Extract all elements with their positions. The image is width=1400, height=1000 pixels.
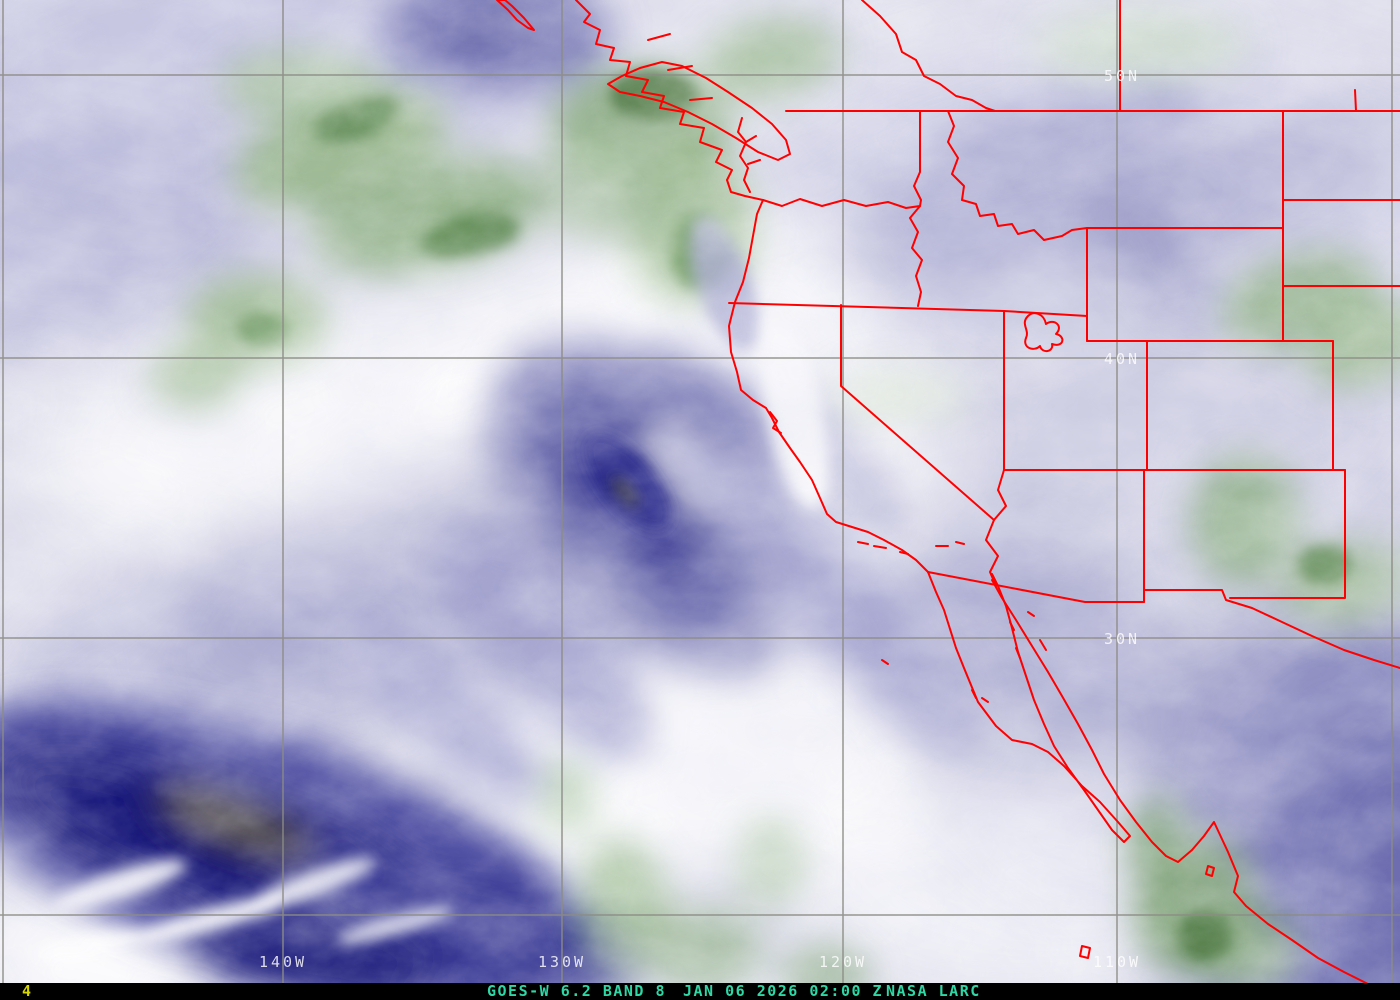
mexico-mainland-coastline	[991, 579, 1391, 999]
nm-east-border	[1229, 469, 1346, 599]
great-salt-lake-outline	[1023, 312, 1064, 352]
saskatchewan-manitoba-border	[1354, 89, 1357, 112]
us-mexico-border	[927, 571, 1400, 669]
vancouver-island-outline	[607, 61, 791, 161]
bc-fjord-inlets	[647, 33, 713, 101]
bc-coastline	[575, 0, 733, 181]
ca-nv-border	[840, 304, 995, 521]
gulf-of-california-islands	[1009, 611, 1047, 659]
latitude-label-50n: 50N	[1104, 67, 1140, 85]
product-label: GOES-W 6.2 BAND 8	[487, 982, 667, 1000]
pacific-coastline	[726, 179, 929, 573]
timestamp-label: JAN 06 2026 02:00 Z	[683, 982, 884, 1000]
san-francisco-bay-outline	[769, 411, 782, 434]
haida-gwaii-outline	[496, 0, 535, 31]
bc-alberta-border	[861, 0, 996, 112]
latitude-label-40n: 40N	[1104, 350, 1140, 368]
puget-sound-outline	[737, 117, 761, 193]
coordinate-labels: 50N 40N 30N 140W 130W 120W 110W	[259, 67, 1141, 971]
id-mt-border	[947, 110, 1088, 241]
caption-bar: 4 GOES-W 6.2 BAND 8 JAN 06 2026 02:00 Z …	[0, 983, 1400, 1000]
or-id-border	[909, 205, 923, 307]
longitude-label-130w: 130W	[538, 953, 586, 971]
longitude-label-140w: 140W	[259, 953, 307, 971]
longitude-label-120w: 120W	[819, 953, 867, 971]
wa-or-border	[762, 198, 921, 209]
map-boundaries	[496, 0, 1400, 999]
frame-number: 4	[22, 982, 33, 1000]
coastal-island-outline	[1205, 865, 1215, 877]
colorado-river-border	[985, 469, 1007, 587]
credit-label: NASA LARC	[886, 982, 981, 1000]
longitude-label-110w: 110W	[1093, 953, 1141, 971]
small-red-feature	[1079, 945, 1091, 959]
wa-id-border	[913, 110, 922, 207]
baja-california-outline	[927, 571, 1131, 843]
latitude-label-30n: 30N	[1104, 630, 1140, 648]
